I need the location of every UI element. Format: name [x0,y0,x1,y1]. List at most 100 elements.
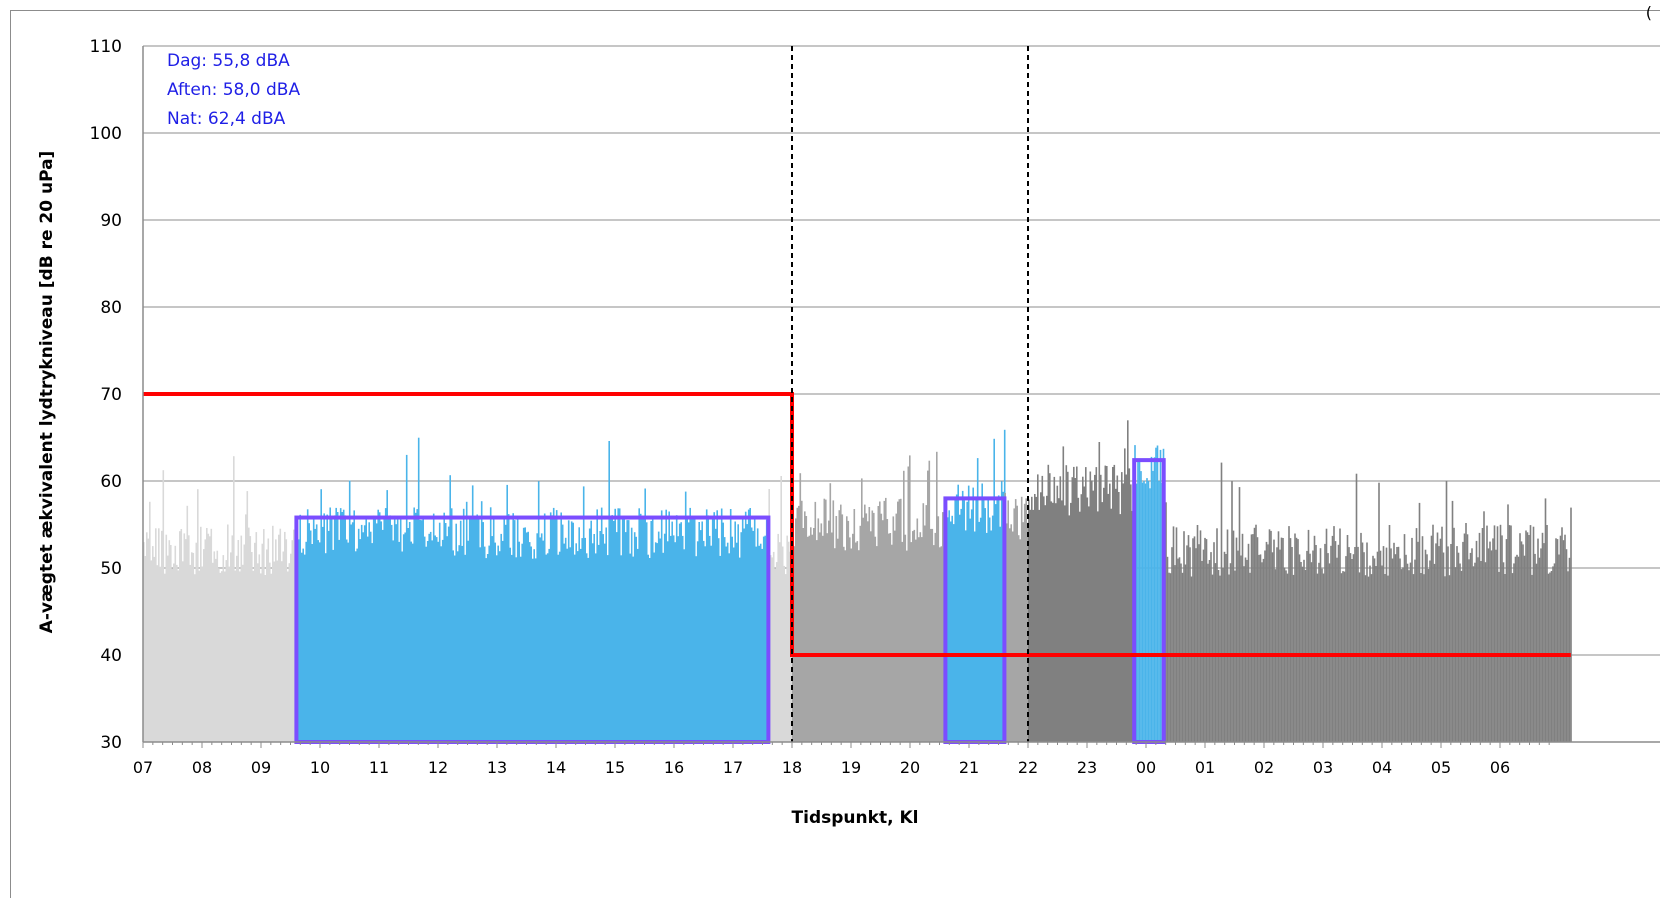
noise-bar [1502,562,1505,742]
noise-bar [213,551,216,742]
noise-bar [368,522,370,742]
noise-bar [417,437,420,742]
noise-bar [1370,574,1373,742]
noise-bar [973,531,976,742]
noise-bar [1556,539,1559,742]
noise-bar [156,565,159,742]
noise-bar [1372,555,1374,742]
noise-bar [1083,486,1086,742]
noise-bar [909,455,911,742]
noise-bar [837,538,839,742]
noise-bar [335,507,337,742]
noise-bar [1391,558,1394,742]
noise-bar [1516,554,1518,742]
noise-bar [1309,553,1311,742]
noise-bar [1447,546,1449,742]
noise-bar [651,517,654,742]
axis-layer: 30 40 50 60 70 80 90 100 110 07 08 09 10 11 12 13 14 15 16… [90,37,1660,777]
noise-bar [170,545,172,742]
noise-bar [615,532,618,742]
noise-bar [489,507,492,742]
x-tick-label-12: 12 [428,758,448,777]
x-tick-label-23: 23 [1077,758,1097,777]
x-tick-label-13: 13 [487,758,507,777]
x-tick-label-10: 10 [310,758,330,777]
noise-bar [645,522,648,742]
noise-bar [798,505,800,742]
noise-bar [988,517,991,742]
noise-bar [200,526,202,742]
noise-bar [1183,531,1185,742]
noise-bar [326,514,328,742]
noise-bar [1113,464,1116,742]
x-tick-label-08: 08 [192,758,212,777]
noise-bar [1306,550,1308,742]
noise-bar [342,509,345,742]
noise-bar [1324,543,1326,742]
noise-bar [458,545,460,742]
noise-bar [258,554,261,742]
noise-bar [1445,480,1448,742]
noise-bar [1349,553,1352,742]
noise-bar [841,514,844,742]
noise-bar [1267,544,1269,742]
noise-bar [419,520,421,742]
annotation-layer: Dag: 55,8 dBA Aften: 58,0 dBA Nat: 62,4 dB… [167,51,300,129]
noise-bar [1507,504,1509,742]
noise-bar [889,533,892,742]
noise-bar [924,525,926,742]
noise-bar [1543,543,1545,742]
noise-bar [1390,548,1392,742]
noise-bar [459,520,462,742]
noise-bar [413,507,415,742]
noise-bar [479,547,481,742]
noise-bar [976,458,979,742]
noise-bar [176,564,178,742]
noise-bar [750,527,753,742]
noise-bar [850,548,853,742]
noise-bar [246,491,249,742]
noise-bar [195,542,198,742]
noise-bar [669,535,672,742]
noise-bar [624,532,627,742]
noise-bar [951,515,953,742]
noise-bar [197,489,199,742]
noise-bar [1538,557,1541,742]
y-tick-label-50: 50 [100,559,122,579]
noise-bar [387,518,390,742]
noise-bar [1411,537,1413,742]
noise-bar [1255,524,1257,742]
y-axis-title: A-vægtet ækvivalent lydtrykniveau [dB re… [37,151,57,634]
noise-bar [1181,572,1184,742]
noise-bar [1107,493,1110,742]
annotation-2: Nat: 62,4 dBA [167,109,286,129]
noise-bar [594,553,597,742]
noise-bar [957,484,959,742]
noise-bar [600,507,603,742]
noise-bar [1187,535,1190,742]
noise-bar [312,517,315,742]
noise-bar [702,540,705,742]
noise-bar [602,534,604,742]
noise-bar [927,470,929,742]
noise-bar [764,535,766,742]
noise-bar [627,520,630,742]
noise-bar [561,524,564,742]
noise-bar [524,527,526,742]
noise-bar [660,510,663,742]
noise-bar [882,520,884,742]
noise-bar [266,549,268,742]
noise-bar [1469,552,1472,742]
noise-bar [1379,550,1382,742]
noise-bar [188,535,190,742]
noise-bar [900,498,902,742]
noise-bar [476,514,478,742]
noise-bar [1241,533,1244,742]
noise-bar [1523,555,1526,742]
noise-bar [877,506,880,742]
noise-bar [804,511,806,742]
noise-bar [966,501,968,742]
noise-bar [563,543,565,742]
noise-bar [1307,529,1310,742]
